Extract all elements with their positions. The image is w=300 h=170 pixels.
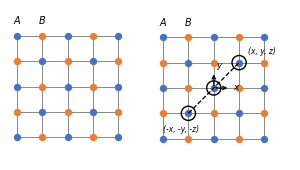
- Point: [65, 35, 70, 37]
- Point: [14, 35, 19, 37]
- Point: [212, 61, 216, 64]
- Point: [262, 137, 267, 140]
- Text: $B$: $B$: [38, 14, 46, 27]
- Point: [160, 137, 165, 140]
- Text: (x, y, z): (x, y, z): [248, 47, 276, 56]
- Text: $A$: $A$: [13, 14, 21, 27]
- Point: [65, 60, 70, 63]
- Point: [65, 136, 70, 139]
- Point: [40, 136, 45, 139]
- Point: [40, 60, 45, 63]
- Point: [65, 85, 70, 88]
- Point: [262, 61, 267, 64]
- Point: [90, 60, 95, 63]
- Point: [14, 111, 19, 113]
- Text: y: y: [216, 61, 221, 70]
- Point: [186, 36, 191, 39]
- Point: [116, 35, 121, 37]
- Point: [186, 112, 191, 115]
- Point: [14, 85, 19, 88]
- Text: x: x: [233, 83, 239, 92]
- Point: [40, 111, 45, 113]
- Text: $B$: $B$: [184, 16, 193, 28]
- Point: [212, 137, 216, 140]
- Point: [186, 87, 191, 89]
- Point: [237, 36, 242, 39]
- Point: [237, 112, 242, 115]
- Point: [160, 61, 165, 64]
- Point: [14, 136, 19, 139]
- Point: [40, 35, 45, 37]
- Text: $A$: $A$: [159, 16, 167, 28]
- Point: [212, 36, 216, 39]
- Point: [90, 136, 95, 139]
- Point: [90, 85, 95, 88]
- Point: [65, 111, 70, 113]
- Point: [116, 136, 121, 139]
- Point: [14, 60, 19, 63]
- Point: [186, 137, 191, 140]
- Point: [186, 61, 191, 64]
- Point: [160, 87, 165, 89]
- Point: [262, 112, 267, 115]
- Point: [237, 87, 242, 89]
- Point: [40, 85, 45, 88]
- Point: [212, 87, 216, 89]
- Text: (-x, -y, -z): (-x, -y, -z): [163, 125, 199, 134]
- Point: [116, 111, 121, 113]
- Point: [212, 112, 216, 115]
- Point: [262, 87, 267, 89]
- Point: [116, 60, 121, 63]
- Point: [116, 85, 121, 88]
- Point: [237, 137, 242, 140]
- Point: [90, 111, 95, 113]
- Point: [160, 112, 165, 115]
- Point: [262, 36, 267, 39]
- Point: [237, 61, 242, 64]
- Point: [90, 35, 95, 37]
- Point: [160, 36, 165, 39]
